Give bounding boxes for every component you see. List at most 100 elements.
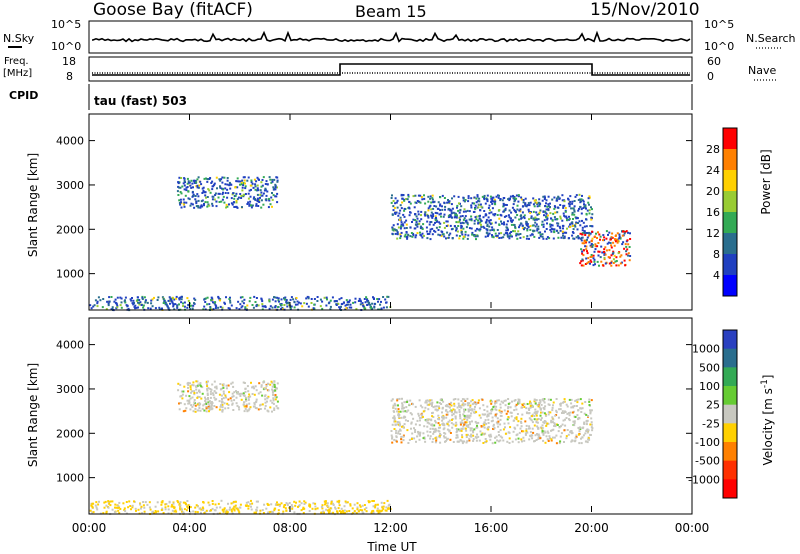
echo-cell <box>509 195 512 198</box>
echo-cell <box>610 261 613 264</box>
echo-cell <box>208 410 210 413</box>
echo-cell <box>229 183 232 185</box>
echo-cell <box>207 380 209 383</box>
echo-cell <box>583 412 586 415</box>
echo-cell <box>391 398 394 401</box>
echo-cell <box>197 383 200 386</box>
echo-cell <box>256 197 259 200</box>
echo-cell <box>570 432 573 435</box>
echo-cell <box>244 185 247 188</box>
echo-cell <box>393 229 396 232</box>
echo-cell <box>95 506 98 509</box>
echo-cell <box>531 427 534 430</box>
echo-cell <box>96 305 99 308</box>
echo-cell <box>221 198 224 201</box>
echo-cell <box>555 197 558 200</box>
echo-cell <box>260 194 263 197</box>
echo-cell <box>181 397 184 400</box>
echo-cell <box>235 192 238 195</box>
echo-cell <box>487 422 490 424</box>
echo-cell <box>426 214 429 217</box>
echo-cell <box>366 299 369 302</box>
echo-cell <box>183 305 186 308</box>
echo-cell <box>321 307 324 310</box>
echo-cell <box>204 398 207 401</box>
echo-cell <box>455 221 458 224</box>
echo-cell <box>305 302 308 305</box>
echo-cell <box>259 189 262 192</box>
echo-cell <box>428 400 431 403</box>
echo-cell <box>97 503 100 506</box>
echo-cell <box>498 194 500 197</box>
echo-cell <box>210 299 213 301</box>
echo-cell <box>372 509 375 512</box>
echo-cell <box>572 420 575 423</box>
echo-cell <box>605 249 608 252</box>
echo-cell <box>393 417 396 420</box>
echo-cell <box>202 507 205 510</box>
echo-cell <box>253 402 256 405</box>
echo-cell <box>590 254 593 256</box>
echo-cell <box>357 510 360 513</box>
echo-cell <box>406 198 409 201</box>
echo-cell <box>236 198 239 201</box>
echo-cell <box>164 508 167 511</box>
echo-cell <box>205 403 208 405</box>
echo-cell <box>211 185 214 188</box>
echo-cell <box>570 430 573 433</box>
echo-cell <box>439 234 442 237</box>
echo-cell <box>493 427 496 430</box>
echo-cell <box>397 226 400 229</box>
echo-cell <box>174 303 177 306</box>
echo-cell <box>515 234 518 237</box>
echo-cell <box>439 222 442 225</box>
echo-cell <box>260 181 263 184</box>
echo-cell <box>500 232 503 235</box>
echo-cell <box>429 238 432 241</box>
echo-cell <box>201 407 204 410</box>
echo-cell <box>519 236 522 239</box>
echo-cell <box>210 404 213 406</box>
echo-cell <box>509 406 512 409</box>
echo-cell <box>438 213 441 216</box>
echo-cell <box>178 298 181 301</box>
echo-cell <box>185 201 188 204</box>
echo-cell <box>529 211 532 214</box>
echo-cell <box>489 435 491 438</box>
echo-cell <box>225 396 227 399</box>
echo-cell <box>475 238 477 241</box>
echo-cell <box>391 441 394 444</box>
echo-cell <box>274 186 277 189</box>
echo-cell <box>591 245 594 248</box>
echo-cell <box>587 201 590 204</box>
echo-cell <box>589 412 592 415</box>
echo-cell <box>463 417 466 419</box>
echo-cell <box>167 512 170 515</box>
echo-cell <box>272 397 275 400</box>
echo-cell <box>572 224 574 227</box>
echo-cell <box>406 237 409 240</box>
echo-cell <box>270 196 273 199</box>
echo-cell <box>471 403 474 406</box>
echo-cell <box>442 233 445 236</box>
echo-cell <box>480 205 483 208</box>
echo-cell <box>463 200 466 203</box>
echo-cell <box>426 399 429 402</box>
echo-cell <box>537 213 540 215</box>
echo-cell <box>468 439 471 442</box>
echo-cell <box>456 230 459 233</box>
echo-cell <box>566 405 569 408</box>
echo-cell <box>266 409 269 412</box>
echo-cell <box>545 208 548 211</box>
echo-cell <box>240 183 243 186</box>
echo-cell <box>496 214 499 216</box>
echo-cell <box>294 303 297 306</box>
echo-cell <box>208 400 211 403</box>
echo-cell <box>443 235 446 238</box>
echo-cell <box>525 428 528 431</box>
echo-cell <box>280 304 283 306</box>
echo-cell <box>179 383 182 386</box>
echo-cell <box>516 237 519 240</box>
echo-cell <box>351 507 354 510</box>
echo-cell <box>460 205 463 208</box>
